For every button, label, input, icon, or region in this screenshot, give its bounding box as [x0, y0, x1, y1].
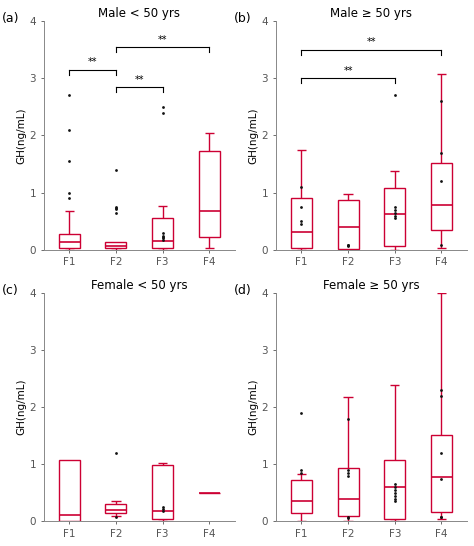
- Bar: [337, 468, 359, 517]
- Bar: [106, 242, 127, 248]
- Bar: [59, 234, 80, 247]
- Bar: [337, 200, 359, 248]
- Title: Male ≥ 50 yrs: Male ≥ 50 yrs: [330, 7, 412, 20]
- Title: Male < 50 yrs: Male < 50 yrs: [98, 7, 180, 20]
- Text: (a): (a): [1, 12, 19, 25]
- Text: (d): (d): [234, 283, 252, 296]
- Text: **: **: [367, 38, 376, 48]
- Bar: [152, 218, 173, 247]
- Bar: [431, 163, 452, 230]
- Text: **: **: [88, 57, 97, 67]
- Y-axis label: GH(ng/mL): GH(ng/mL): [249, 379, 259, 435]
- Text: (c): (c): [1, 283, 18, 296]
- Text: **: **: [158, 34, 167, 45]
- Title: Female ≥ 50 yrs: Female ≥ 50 yrs: [323, 278, 420, 292]
- Y-axis label: GH(ng/mL): GH(ng/mL): [17, 107, 27, 164]
- Bar: [59, 460, 80, 521]
- Bar: [199, 151, 220, 237]
- Title: Female < 50 yrs: Female < 50 yrs: [91, 278, 188, 292]
- Bar: [291, 480, 312, 513]
- Text: **: **: [343, 66, 353, 76]
- Bar: [431, 435, 452, 512]
- Text: **: **: [135, 75, 144, 85]
- Bar: [384, 188, 405, 246]
- Bar: [152, 465, 173, 519]
- Y-axis label: GH(ng/mL): GH(ng/mL): [17, 379, 27, 435]
- Bar: [106, 504, 127, 513]
- Bar: [291, 198, 312, 247]
- Bar: [384, 460, 405, 519]
- Y-axis label: GH(ng/mL): GH(ng/mL): [249, 107, 259, 164]
- Text: (b): (b): [234, 12, 251, 25]
